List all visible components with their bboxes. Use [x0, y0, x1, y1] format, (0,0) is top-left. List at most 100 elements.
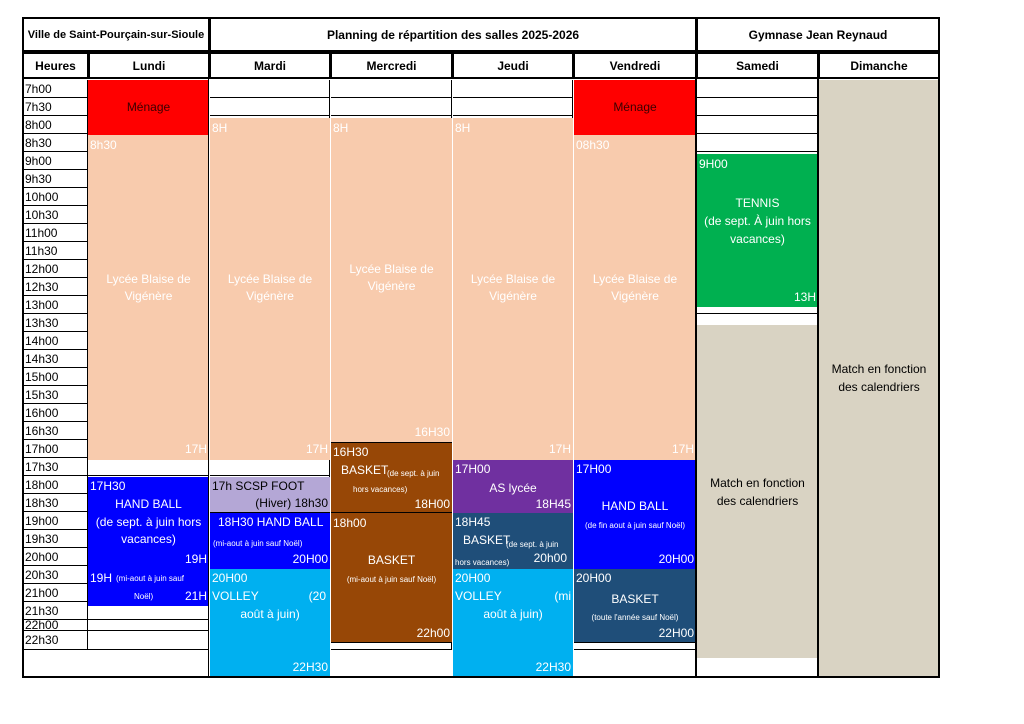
- hour-label: 21h00: [22, 584, 88, 602]
- lycee-jeudi-start: 8H: [455, 121, 471, 135]
- volley-jeudi-l1: VOLLEY: [455, 589, 502, 603]
- col-vendredi: Vendredi: [573, 52, 697, 79]
- hour-label: 16h30: [22, 422, 88, 440]
- lycee-jeudi-l2: Vigénère: [489, 289, 537, 303]
- lycee-mardi-end: 17H: [305, 442, 328, 456]
- hour-label: 11h00: [22, 224, 88, 242]
- col-mardi: Mardi: [209, 52, 331, 79]
- hand-vendredi-note: (de fin aout à juin sauf Noël): [584, 521, 686, 530]
- lycee-lundi-end: 17H: [184, 442, 207, 456]
- hand-mardi-note: (mi-aout à juin sauf Noël): [213, 539, 303, 548]
- lycee-mardi-l2: Vigénère: [246, 289, 294, 303]
- match-samedi-l1: Match en fonction: [710, 476, 805, 490]
- menage-vendredi-block: Ménage: [574, 80, 696, 135]
- hour-label: 20h30: [22, 566, 88, 584]
- basket-mercredi1-note: (de sept. à juin: [387, 469, 440, 478]
- hour-label: 7h00: [22, 80, 88, 98]
- col-mercredi: Mercredi: [330, 52, 453, 79]
- lycee-lundi-l2: Vigénère: [124, 289, 173, 303]
- separator-samedi-dimanche: [817, 79, 819, 678]
- volley-jeudi-end: 22H30: [535, 660, 571, 674]
- volley-jeudi-l2: août à juin): [483, 607, 543, 621]
- volley-mardi-start: 20H00: [212, 571, 248, 585]
- hand-lundi-end: 19H: [184, 552, 207, 566]
- lycee-vendredi-end: 17H: [671, 442, 694, 456]
- basket-mercredi1-l1: BASKET: [341, 463, 389, 477]
- basket-vendredi-block: 20H00 BASKET (toute l'année sauf Noël) 2…: [574, 569, 696, 643]
- hand-vendredi-l1: HAND BALL: [601, 499, 669, 513]
- basket-mercredi1-start: 16H30: [333, 445, 369, 459]
- lycee-mercredi-block: 8H Lycée Blaise de Vigénère 16H30: [331, 118, 452, 442]
- empty-cell: [697, 116, 818, 134]
- empty-cell: [88, 458, 209, 476]
- empty-cell: [697, 134, 818, 152]
- lycee-jeudi-end: 17H: [548, 442, 571, 456]
- lycee-mardi-start: 8H: [212, 121, 228, 135]
- menage-lundi-block: Ménage: [88, 80, 209, 135]
- hour-label: 20h00: [22, 548, 88, 566]
- basket-vendredi-start: 20H00: [576, 571, 612, 585]
- hour-label: 9h30: [22, 170, 88, 188]
- volley-mardi-l1: VOLLEY: [212, 589, 259, 603]
- empty-cell: [88, 631, 209, 650]
- empty-cell: [697, 98, 818, 116]
- menage-vendredi-label: Ménage: [613, 100, 657, 114]
- hand-lundi2-note2: Noël): [134, 592, 154, 601]
- hour-label: 21h30: [22, 602, 88, 620]
- lycee-vendredi-start: 08h30: [576, 138, 610, 152]
- hour-label: 7h30: [22, 98, 88, 116]
- basket-jeudi-start: 18H45: [455, 515, 491, 529]
- basket-mercredi1-note2: hors vacances): [353, 485, 408, 494]
- hand-lundi2-end: 21H: [184, 589, 207, 603]
- hour-label: 10h30: [22, 206, 88, 224]
- basket-jeudi-note: (de sept. à juin: [506, 540, 559, 549]
- match-samedi-l2: des calendriers: [716, 494, 799, 508]
- hand-lundi-block: 17H30 HAND BALL (de sept. à juin hors va…: [88, 477, 209, 569]
- city-header: Ville de Saint-Pourçain-sur-Sioule: [22, 17, 210, 52]
- tennis-start: 9H00: [699, 157, 728, 171]
- empty-cell: [331, 98, 452, 116]
- match-dimanche-block: Match en fonction des calendriers: [819, 80, 939, 677]
- hand-lundi-l1: HAND BALL: [115, 497, 182, 511]
- volley-jeudi-l1b: (mi: [554, 589, 571, 603]
- lycee-lundi-block: 8h30 Lycée Blaise de Vigénère 17H: [88, 135, 209, 460]
- tennis-samedi-block: 9H00 TENNIS (de sept. À juin hors vacanc…: [697, 154, 818, 307]
- hand-lundi-l3: vacances): [121, 532, 176, 546]
- hand-mardi-block: 18H30 HAND BALL (mi-aout à juin sauf Noë…: [210, 513, 330, 569]
- hand-mardi-l1: 18H30 HAND BALL: [218, 515, 324, 529]
- empty-cell: [210, 80, 330, 98]
- hour-label: 10h00: [22, 188, 88, 206]
- venue-header: Gymnase Jean Reynaud: [696, 17, 940, 52]
- tennis-l2: (de sept. À juin hors: [704, 214, 811, 228]
- hand-lundi-l2: (de sept. à juin hors: [95, 515, 202, 529]
- empty-cell: [453, 98, 573, 116]
- hand-vendredi-end: 20H00: [658, 552, 694, 566]
- lycee-vendredi-l2: Vigénère: [611, 289, 659, 303]
- basket-mercredi1-end: 18H00: [414, 497, 450, 511]
- volley-jeudi-start: 20H00: [455, 571, 491, 585]
- basket-jeudi-block: 18H45 BASKET (de sept. à juin hors vacan…: [453, 513, 573, 569]
- lycee-mercredi-l2: Vigénère: [367, 279, 416, 293]
- hand-lundi2-note: (mi-aout à juin sauf: [116, 574, 185, 583]
- hand-mardi-end: 20H00: [292, 552, 328, 566]
- col-heures: Heures: [22, 52, 89, 79]
- as-jeudi-block: 17H00 AS lycée 18H45: [453, 460, 573, 513]
- hour-label: 17h00: [22, 440, 88, 458]
- volley-mardi-block: 20H00 VOLLEY (20 août à juin) 22H30: [210, 569, 330, 677]
- hand-lundi2-start: 19H: [90, 571, 113, 585]
- empty-cell: [697, 80, 818, 98]
- hour-label: 11h30: [22, 242, 88, 260]
- foot-mardi-block: 17h SCSP FOOT (Hiver) 18h30: [210, 477, 330, 513]
- hour-label: 17h30: [22, 458, 88, 476]
- lycee-jeudi-l1: Lycée Blaise de: [470, 272, 556, 286]
- tennis-l3: vacances): [730, 232, 785, 246]
- hour-label: 15h00: [22, 368, 88, 386]
- volley-mardi-end: 22H30: [292, 660, 328, 674]
- volley-mardi-l1b: (20: [308, 589, 326, 603]
- separator-lundi-mardi: [208, 79, 209, 678]
- empty-cell: [453, 80, 573, 98]
- hand-vendredi-start: 17H00: [576, 462, 612, 476]
- as-jeudi-l1: AS lycée: [489, 481, 537, 495]
- basket-jeudi-end: 20h00: [533, 551, 567, 565]
- empty-cell: [210, 98, 330, 116]
